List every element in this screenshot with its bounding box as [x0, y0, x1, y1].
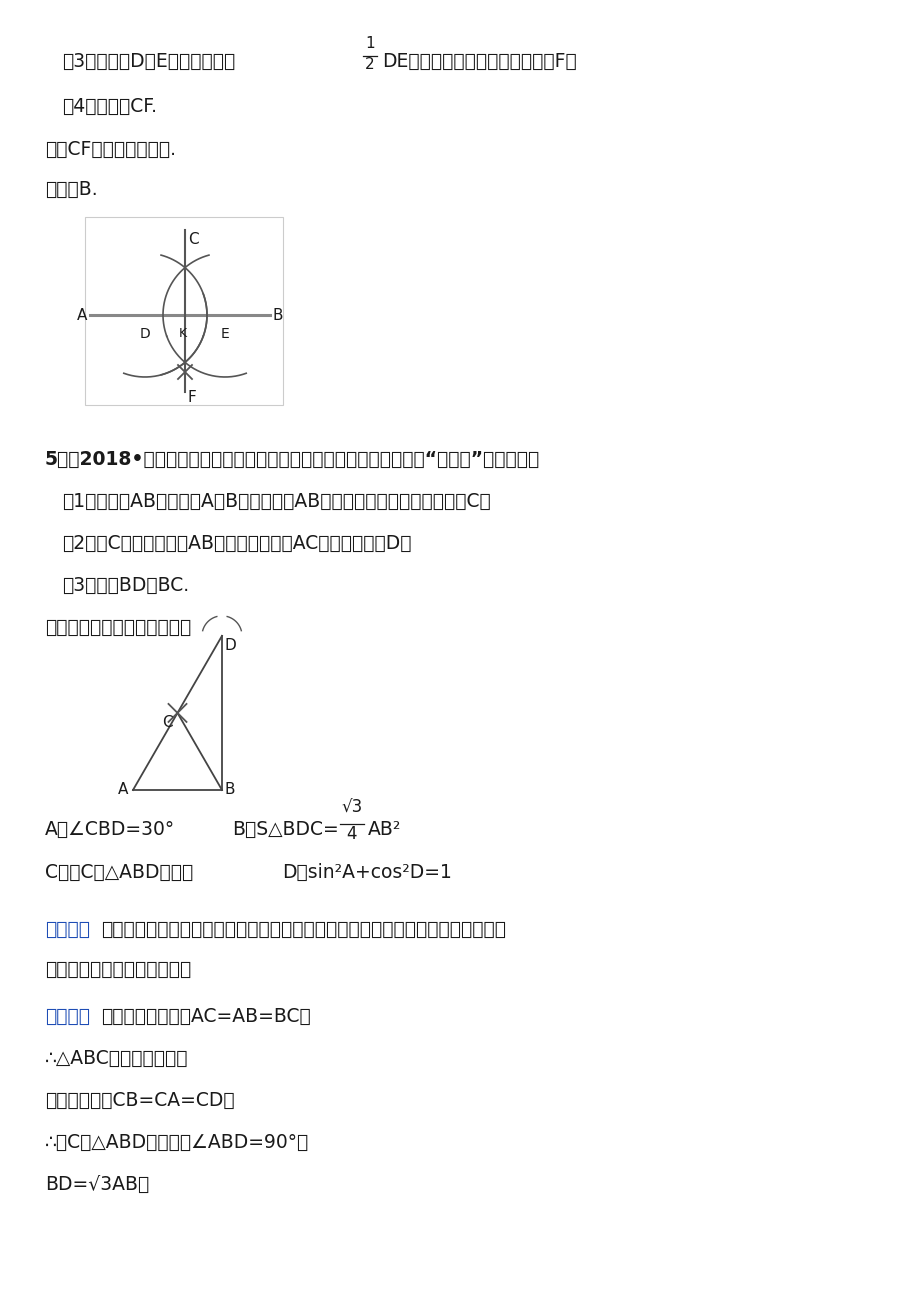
Text: （4）作直线CF.: （4）作直线CF. [62, 98, 157, 116]
Text: AB²: AB² [368, 820, 401, 838]
Text: （3）分别以D和E为圆心，大于: （3）分别以D和E为圆心，大于 [62, 52, 235, 72]
Text: 直线CF就是所求的垂线.: 直线CF就是所求的垂线. [45, 141, 176, 159]
Text: A．∠CBD=30°: A．∠CBD=30° [45, 820, 175, 838]
Text: C: C [162, 715, 173, 730]
Text: （3）连接BD，BC.: （3）连接BD，BC. [62, 575, 189, 595]
Text: C: C [187, 232, 199, 247]
Text: C．点C是△ABD的外心: C．点C是△ABD的外心 [45, 863, 193, 881]
Text: F: F [187, 391, 197, 405]
Text: （1）作线段AB，分别以A，B为圆心，以AB长为半径作弧，两弧的交点为C；: （1）作线段AB，分别以A，B为圆心，以AB长为半径作弧，两弧的交点为C； [62, 492, 490, 510]
Text: √3: √3 [341, 799, 362, 816]
Text: 【分析】: 【分析】 [45, 921, 90, 939]
Text: E: E [221, 327, 229, 341]
Text: D: D [140, 327, 150, 341]
Text: D: D [225, 638, 236, 652]
Text: 下列说法不正确的是（　　）: 下列说法不正确的是（ ） [45, 618, 191, 637]
Text: 故选：B.: 故选：B. [45, 180, 97, 199]
Text: 由作图可知：CB=CA=CD，: 由作图可知：CB=CA=CD， [45, 1091, 234, 1111]
Text: K: K [178, 327, 187, 340]
Text: 5．（2018•潍坊）如图，木工师傅在板材边角处作直角时，往往使用“三弧法”，其作法是: 5．（2018•潍坊）如图，木工师傅在板材边角处作直角时，往往使用“三弧法”，其… [45, 450, 539, 469]
Text: 根据等边三角形的判定方法，直角三角形的判定方法以及等边三角形的性质，直角: 根据等边三角形的判定方法，直角三角形的判定方法以及等边三角形的性质，直角 [101, 921, 505, 939]
Text: 1: 1 [365, 36, 374, 51]
Text: ∴点C是△ABD的外心，∠ABD=90°，: ∴点C是△ABD的外心，∠ABD=90°， [45, 1133, 309, 1152]
Text: B: B [273, 307, 283, 323]
Text: 解：由作图可知：AC=AB=BC，: 解：由作图可知：AC=AB=BC， [101, 1006, 311, 1026]
Text: 2: 2 [365, 57, 374, 72]
Text: BD=√3AB，: BD=√3AB， [45, 1174, 149, 1194]
Text: 【解答】: 【解答】 [45, 1006, 90, 1026]
Text: B．S△BDC=: B．S△BDC= [232, 820, 338, 838]
Text: B: B [225, 783, 235, 798]
Text: A: A [118, 783, 128, 798]
Text: ∴△ABC是等边三角形，: ∴△ABC是等边三角形， [45, 1049, 188, 1068]
Text: A: A [76, 307, 87, 323]
Text: DE的长为半径作弧，两弧交于点F，: DE的长为半径作弧，两弧交于点F， [381, 52, 576, 72]
Text: （2）以C为圆心，仍以AB长为半径作弧交AC的延长线于点D；: （2）以C为圆心，仍以AB长为半径作弧交AC的延长线于点D； [62, 534, 411, 553]
Bar [85, 217, 283, 405]
Text: D．sin²A+cos²D=1: D．sin²A+cos²D=1 [282, 863, 451, 881]
Text: 4: 4 [346, 825, 357, 842]
Text: 三角形的性质一一判断即可；: 三角形的性质一一判断即可； [45, 960, 191, 979]
